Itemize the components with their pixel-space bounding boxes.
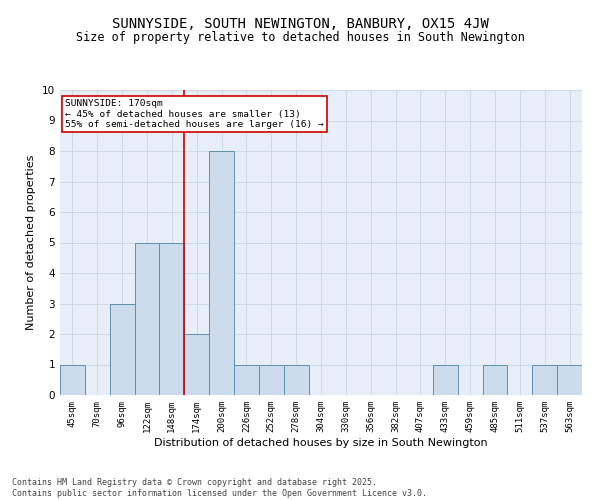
Bar <box>134 242 160 395</box>
Bar <box>557 364 582 395</box>
Bar <box>284 364 308 395</box>
Bar <box>433 364 458 395</box>
Bar <box>60 364 85 395</box>
Text: SUNNYSIDE, SOUTH NEWINGTON, BANBURY, OX15 4JW: SUNNYSIDE, SOUTH NEWINGTON, BANBURY, OX1… <box>112 18 488 32</box>
Bar <box>160 242 184 395</box>
Bar <box>532 364 557 395</box>
Text: SUNNYSIDE: 170sqm
← 45% of detached houses are smaller (13)
55% of semi-detached: SUNNYSIDE: 170sqm ← 45% of detached hous… <box>65 99 324 129</box>
Bar <box>259 364 284 395</box>
Text: Contains HM Land Registry data © Crown copyright and database right 2025.
Contai: Contains HM Land Registry data © Crown c… <box>12 478 427 498</box>
X-axis label: Distribution of detached houses by size in South Newington: Distribution of detached houses by size … <box>154 438 488 448</box>
Bar <box>184 334 209 395</box>
Bar <box>110 304 134 395</box>
Bar <box>209 151 234 395</box>
Text: Size of property relative to detached houses in South Newington: Size of property relative to detached ho… <box>76 31 524 44</box>
Bar <box>482 364 508 395</box>
Y-axis label: Number of detached properties: Number of detached properties <box>26 155 37 330</box>
Bar <box>234 364 259 395</box>
